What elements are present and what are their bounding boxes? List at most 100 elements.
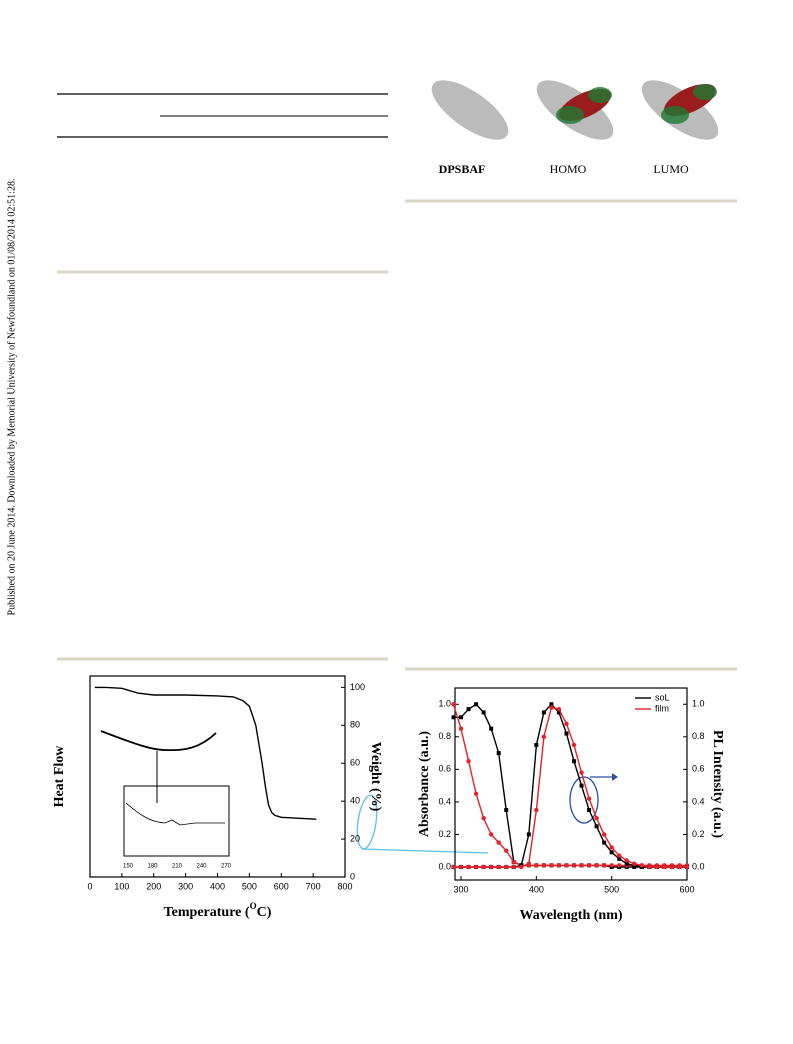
marker xyxy=(639,863,645,868)
marker xyxy=(654,864,660,870)
inset-tick-label: 270 xyxy=(221,864,232,870)
series-line xyxy=(452,704,687,867)
marker xyxy=(504,864,509,870)
marker xyxy=(496,751,501,756)
marker xyxy=(624,861,629,866)
marker xyxy=(579,863,584,868)
marker xyxy=(474,702,479,707)
legend-label: film xyxy=(655,703,669,713)
marker xyxy=(511,864,516,870)
separators xyxy=(57,199,737,671)
marker xyxy=(609,850,614,855)
marker xyxy=(534,807,539,813)
marker xyxy=(466,707,471,712)
marker xyxy=(601,832,607,837)
marker xyxy=(473,791,479,796)
marker xyxy=(451,702,456,707)
marker xyxy=(466,759,471,764)
marker xyxy=(586,796,592,801)
marker xyxy=(541,710,546,715)
marker xyxy=(481,815,486,821)
marker xyxy=(632,861,637,866)
molecule-label: DPSBAF xyxy=(439,162,486,176)
y-axis-label: Absorbance (a.u.) xyxy=(417,731,432,838)
arrows xyxy=(356,773,618,854)
marker xyxy=(571,863,577,868)
marker xyxy=(504,808,509,813)
marker xyxy=(451,715,456,720)
marker xyxy=(541,863,547,868)
marker xyxy=(481,864,486,870)
series-line xyxy=(453,706,687,868)
marker xyxy=(556,710,561,715)
x-tick-label: 800 xyxy=(337,881,352,891)
legend-label: soL xyxy=(655,692,670,702)
series-line xyxy=(94,686,317,820)
marker xyxy=(549,863,554,868)
plot-frame xyxy=(89,675,346,878)
marker xyxy=(511,859,516,865)
y2-tick-label: 1.0 xyxy=(692,699,705,709)
marker xyxy=(601,863,607,868)
marker xyxy=(624,858,629,863)
marker xyxy=(662,864,667,870)
y2-tick-label: 100 xyxy=(350,682,365,692)
plot-frame xyxy=(454,687,688,881)
y2-tick-label: 40 xyxy=(350,796,360,806)
marker xyxy=(617,856,622,861)
marker xyxy=(594,815,599,821)
table-rules xyxy=(57,93,388,138)
molecule-label: LUMO xyxy=(653,162,689,176)
y2-tick-label: 0 xyxy=(350,871,355,881)
y2-tick-label: 0.4 xyxy=(692,796,705,806)
marker xyxy=(541,734,547,740)
marker xyxy=(549,702,554,707)
y-tick-label: 0.8 xyxy=(438,731,451,741)
y-axis-label: Heat Flow xyxy=(52,745,67,808)
series-line xyxy=(453,703,687,868)
marker xyxy=(473,864,479,870)
marker xyxy=(564,721,569,726)
x-tick-label: 400 xyxy=(529,884,544,894)
y2-axis-label: Weight (%) xyxy=(368,742,383,812)
marker xyxy=(549,705,554,710)
x-tick-label: 300 xyxy=(178,881,193,891)
marker xyxy=(609,845,614,850)
y2-tick-label: 60 xyxy=(350,758,360,768)
marker xyxy=(556,863,562,868)
marker xyxy=(647,864,652,870)
marker xyxy=(617,853,622,858)
x-tick-label: 400 xyxy=(210,881,225,891)
marker xyxy=(579,783,584,788)
marker xyxy=(586,863,592,868)
y-tick-label: 0.6 xyxy=(438,764,451,774)
marker xyxy=(526,832,531,837)
marker xyxy=(677,864,682,870)
marker xyxy=(572,759,577,764)
marker xyxy=(534,863,539,868)
x-axis-label: Temperature (OC) xyxy=(164,901,272,920)
x-tick-label: 100 xyxy=(114,881,129,891)
marker xyxy=(481,710,486,715)
marker xyxy=(571,742,577,748)
inset-tick-label: 180 xyxy=(147,864,158,870)
y-tick-label: 0.0 xyxy=(438,861,451,871)
inset-tick-label: 150 xyxy=(123,864,134,870)
molecule-label: HOMO xyxy=(550,162,587,176)
marker xyxy=(466,864,471,870)
x-axis-label: Wavelength (nm) xyxy=(519,908,622,923)
marker xyxy=(564,863,569,868)
inset-tick-label: 210 xyxy=(172,864,183,870)
marker xyxy=(534,742,539,747)
y2-tick-label: 0.2 xyxy=(692,829,705,839)
marker xyxy=(504,848,509,853)
x-axis-label-part: O xyxy=(250,901,257,911)
marker xyxy=(489,726,494,731)
x-axis-label-part: C) xyxy=(257,905,272,920)
marker xyxy=(488,832,494,837)
marker xyxy=(617,863,622,868)
marker xyxy=(594,824,599,829)
marker xyxy=(669,864,675,870)
